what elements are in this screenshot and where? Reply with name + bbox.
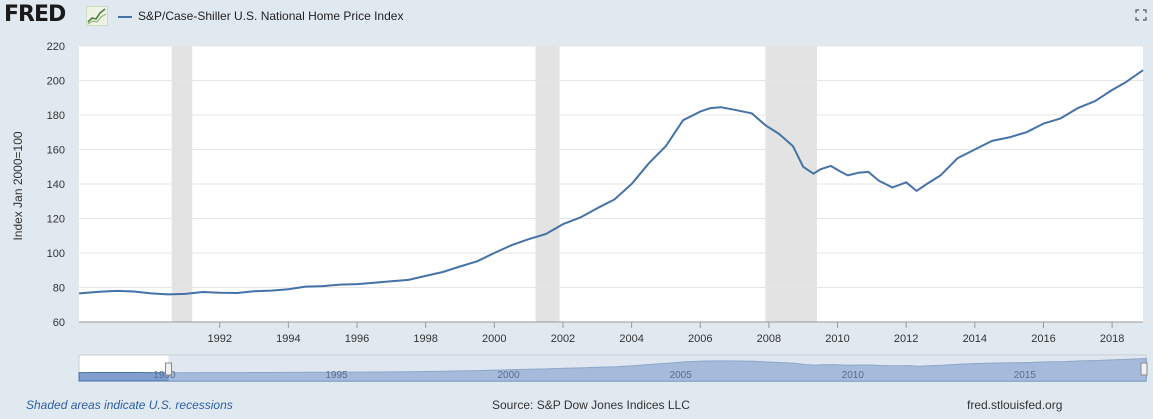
source-text: Source: S&P Dow Jones Indices LLC bbox=[492, 398, 690, 412]
series-line bbox=[78, 69, 1144, 296]
navigator-label: 2010 bbox=[842, 370, 865, 381]
y-tick-label: 60 bbox=[53, 317, 65, 329]
x-tick-label: 2016 bbox=[1031, 333, 1055, 345]
x-tick-label: 1992 bbox=[207, 333, 231, 345]
y-tick-label: 100 bbox=[47, 248, 65, 260]
y-tick-label: 120 bbox=[47, 214, 65, 226]
x-tick-label: 2018 bbox=[1100, 333, 1124, 345]
chart-header: FRED S&P/Case-Shiller U.S. National Home… bbox=[0, 0, 1153, 34]
recession-band bbox=[535, 46, 560, 322]
x-tick-label: 1994 bbox=[276, 333, 300, 345]
x-tick-label: 2006 bbox=[688, 333, 712, 345]
y-tick-label: 80 bbox=[53, 283, 65, 295]
x-tick-label: 2008 bbox=[757, 333, 781, 345]
legend-item[interactable]: S&P/Case-Shiller U.S. National Home Pric… bbox=[118, 9, 403, 23]
line-graph-icon bbox=[86, 6, 108, 26]
x-tick-label: 2010 bbox=[825, 333, 849, 345]
navigator-label: 1990 bbox=[153, 370, 176, 381]
legend-swatch bbox=[118, 15, 132, 18]
navigator-series bbox=[78, 357, 1147, 382]
x-tick-label: 2000 bbox=[482, 333, 506, 345]
plot-background bbox=[79, 46, 1143, 322]
y-tick-label: 160 bbox=[47, 145, 65, 157]
navigator-selection bbox=[168, 355, 1146, 381]
y-tick-label: 140 bbox=[47, 179, 65, 191]
navigator-label: 1995 bbox=[325, 370, 348, 381]
x-tick-label: 2012 bbox=[894, 333, 918, 345]
navigator-handle[interactable] bbox=[1140, 362, 1148, 376]
navigator[interactable]: 1990 1995 2000 2005 2010 2015 bbox=[78, 354, 1148, 382]
navigator-label: 2000 bbox=[497, 370, 520, 381]
legend-label: S&P/Case-Shiller U.S. National Home Pric… bbox=[138, 9, 404, 23]
navigator-label: 2015 bbox=[1014, 370, 1037, 381]
navigator-frame bbox=[78, 354, 1147, 382]
recession-band bbox=[171, 46, 193, 322]
fred-logo[interactable]: FRED bbox=[4, 2, 66, 27]
y-axis-label: Index Jan 2000=100 bbox=[11, 131, 25, 240]
x-tick-label: 1998 bbox=[413, 333, 437, 345]
site-link[interactable]: fred.stlouisfed.org bbox=[967, 398, 1063, 412]
x-tick-label: 2014 bbox=[963, 333, 987, 345]
x-tick-label: 2002 bbox=[551, 333, 575, 345]
y-tick-label: 180 bbox=[47, 110, 65, 122]
fullscreen-icon[interactable] bbox=[1135, 9, 1147, 21]
y-tick-label: 200 bbox=[47, 76, 65, 88]
x-tick-label: 1996 bbox=[345, 333, 369, 345]
y-tick-label: 220 bbox=[47, 41, 65, 53]
recession-band bbox=[765, 46, 817, 322]
chart-footer: Shaded areas indicate U.S. recessions So… bbox=[0, 396, 1153, 416]
recession-note: Shaded areas indicate U.S. recessions bbox=[26, 398, 233, 412]
navigator-handle[interactable] bbox=[164, 362, 172, 376]
plot-area: 60 80 100 120 140 160 180 200 220 1992 1994 1996 199… bbox=[47, 41, 1144, 345]
x-tick-label: 2004 bbox=[619, 333, 643, 345]
navigator-label: 2005 bbox=[670, 370, 693, 381]
